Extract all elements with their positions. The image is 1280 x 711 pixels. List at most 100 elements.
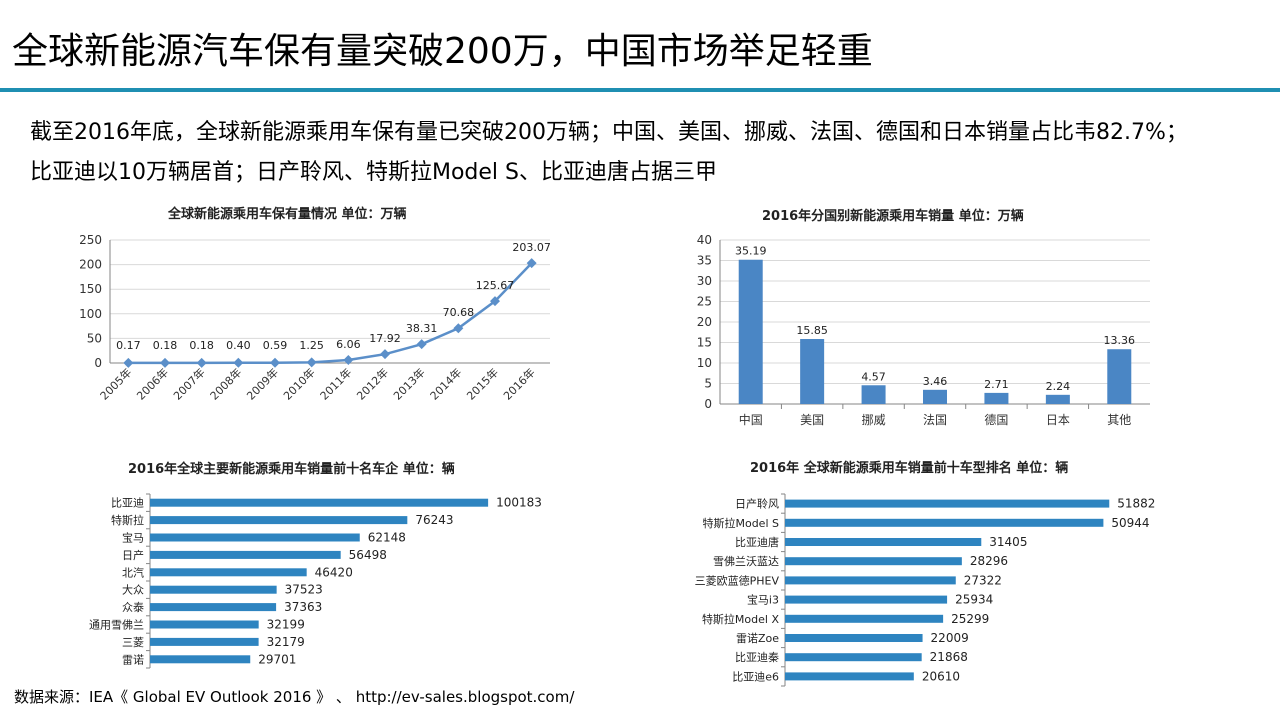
models-data-label-0: 51882 <box>1117 497 1155 511</box>
makers-data-label-8: 32179 <box>267 635 305 649</box>
models-bar-5 <box>785 595 948 604</box>
makers-category-1: 特斯拉 <box>111 513 144 527</box>
country-chart-title: 2016年分国别新能源乘用车销量 单位：万辆 <box>762 209 1024 224</box>
models-category-7: 雷诺Zoe <box>736 632 779 645</box>
stock-data-label-7: 17.92 <box>369 332 401 345</box>
models-bar-0 <box>785 499 1110 508</box>
country-y-tick-5: 25 <box>697 295 712 309</box>
stock-point-2 <box>196 357 207 368</box>
stock-line-chart: 0 50 100 150 200 250 2005年 2006年 2007年 2008年 2009年… <box>79 233 551 403</box>
makers-bar-3 <box>150 550 341 559</box>
country-y-tick-0: 0 <box>704 397 712 411</box>
country-x-tick-2: 挪威 <box>862 413 886 427</box>
title-rule <box>0 88 1280 92</box>
country-x-tick-4: 德国 <box>984 412 1008 427</box>
models-data-label-5: 25934 <box>955 593 993 607</box>
stock-x-tick-2: 2007年 <box>170 365 207 402</box>
country-bar-3 <box>923 389 947 404</box>
models-category-0: 日产聆风 <box>735 497 779 511</box>
stock-data-label-5: 1.25 <box>299 339 324 352</box>
models-category-8: 比亚迪秦 <box>735 650 779 664</box>
makers-hbar-chart: 比亚迪 100183 特斯拉 76243 宝马 62148 日产 56498 北汽 46420 大众… <box>89 493 542 669</box>
makers-bar-0 <box>150 498 489 507</box>
stock-y-tick-0: 0 <box>94 356 102 370</box>
makers-data-label-1: 76243 <box>415 513 453 527</box>
models-category-1: 特斯拉Model S <box>702 516 779 530</box>
country-y-tick-7: 35 <box>697 254 712 268</box>
country-x-tick-3: 法国 <box>923 413 947 427</box>
stock-x-tick-3: 2008年 <box>207 365 244 402</box>
stock-x-tick-5: 2010年 <box>280 365 317 402</box>
stock-x-tick-4: 2009年 <box>244 365 281 402</box>
stock-y-tick-5: 250 <box>79 233 102 247</box>
makers-category-5: 大众 <box>122 583 144 597</box>
stock-data-label-1: 0.18 <box>153 339 178 352</box>
makers-bar-2 <box>150 533 360 542</box>
models-data-label-4: 27322 <box>964 573 1002 587</box>
makers-bar-5 <box>150 585 277 594</box>
makers-category-0: 比亚迪 <box>111 497 144 510</box>
country-data-label-3: 3.46 <box>923 375 948 388</box>
makers-category-3: 日产 <box>122 548 144 562</box>
makers-category-2: 宝马 <box>122 531 144 545</box>
stock-y-tick-3: 150 <box>79 282 102 296</box>
makers-category-6: 众泰 <box>122 600 144 614</box>
models-data-label-8: 21868 <box>930 650 968 664</box>
models-data-label-6: 25299 <box>951 612 989 626</box>
stock-point-7 <box>380 349 390 360</box>
makers-category-4: 北汽 <box>122 565 144 579</box>
stock-x-tick-0: 2005年 <box>97 365 134 402</box>
models-data-label-1: 50944 <box>1111 516 1149 530</box>
country-y-tick-4: 20 <box>697 315 712 329</box>
makers-bar-7 <box>150 620 259 629</box>
models-bar-2 <box>785 538 982 546</box>
makers-chart-title: 2016年全球主要新能源乘用车销量前十名车企 单位：辆 <box>128 462 455 477</box>
data-source-note: 数据来源：IEA《 Global EV Outlook 2016 》 、 htt… <box>14 688 575 706</box>
makers-data-label-0: 100183 <box>496 496 542 510</box>
models-category-5: 宝马i3 <box>747 593 779 607</box>
stock-data-label-8: 38.31 <box>406 322 438 335</box>
models-hbar-chart: 日产聆风 51882 特斯拉Model S 50944 比亚迪唐 31405 雪佛兰沃蓝达 2… <box>695 493 1155 687</box>
stock-point-8 <box>416 339 427 350</box>
stock-x-tick-10: 2015年 <box>464 365 501 402</box>
stock-chart-title: 全球新能源乘用车保有量情况 单位：万辆 <box>168 207 407 222</box>
stock-x-tick-11: 2016年 <box>500 365 537 402</box>
country-x-tick-5: 日本 <box>1046 413 1070 427</box>
country-x-tick-6: 其他 <box>1107 413 1131 427</box>
models-data-label-3: 28296 <box>970 554 1008 568</box>
makers-data-label-9: 29701 <box>258 652 296 666</box>
models-category-3: 雪佛兰沃蓝达 <box>713 555 779 568</box>
stock-x-tick-6: 2011年 <box>317 365 354 402</box>
models-category-6: 特斯拉Model X <box>702 612 780 626</box>
stock-point-3 <box>233 357 244 368</box>
country-bar-chart: 0 5 10 15 20 25 30 35 40 中国 35.19 美国 15.85 挪威 4.57 法国 3.… <box>697 233 1150 427</box>
models-data-label-9: 20610 <box>922 669 960 683</box>
stock-point-9 <box>453 323 464 334</box>
country-data-label-2: 4.57 <box>861 370 886 383</box>
models-bar-6 <box>785 614 944 623</box>
country-y-tick-1: 5 <box>704 377 712 391</box>
country-bar-2 <box>861 385 886 404</box>
makers-data-label-2: 62148 <box>368 531 406 545</box>
stock-y-tick-4: 200 <box>79 258 102 272</box>
stock-x-tick-9: 2014年 <box>427 365 464 402</box>
models-data-label-2: 31405 <box>989 535 1027 549</box>
stock-x-tick-7: 2012年 <box>354 365 391 402</box>
stock-point-1 <box>160 357 170 368</box>
models-bar-9 <box>785 672 914 681</box>
stock-x-tick-8: 2013年 <box>390 365 427 402</box>
makers-data-label-6: 37363 <box>284 600 322 614</box>
country-bar-5 <box>1045 394 1070 404</box>
makers-bar-1 <box>150 516 408 525</box>
country-bar-0 <box>738 259 763 404</box>
makers-data-label-7: 32199 <box>267 618 305 632</box>
country-y-tick-3: 15 <box>697 336 712 350</box>
makers-data-label-5: 37523 <box>285 583 323 597</box>
makers-bar-4 <box>150 568 307 577</box>
country-y-tick-6: 30 <box>697 274 712 288</box>
makers-category-8: 三菱 <box>122 636 144 649</box>
stock-data-label-11: 203.07 <box>512 241 551 254</box>
models-category-4: 三菱欧蓝德PHEV <box>695 573 780 587</box>
stock-point-11 <box>526 258 537 269</box>
models-bar-7 <box>785 634 923 642</box>
